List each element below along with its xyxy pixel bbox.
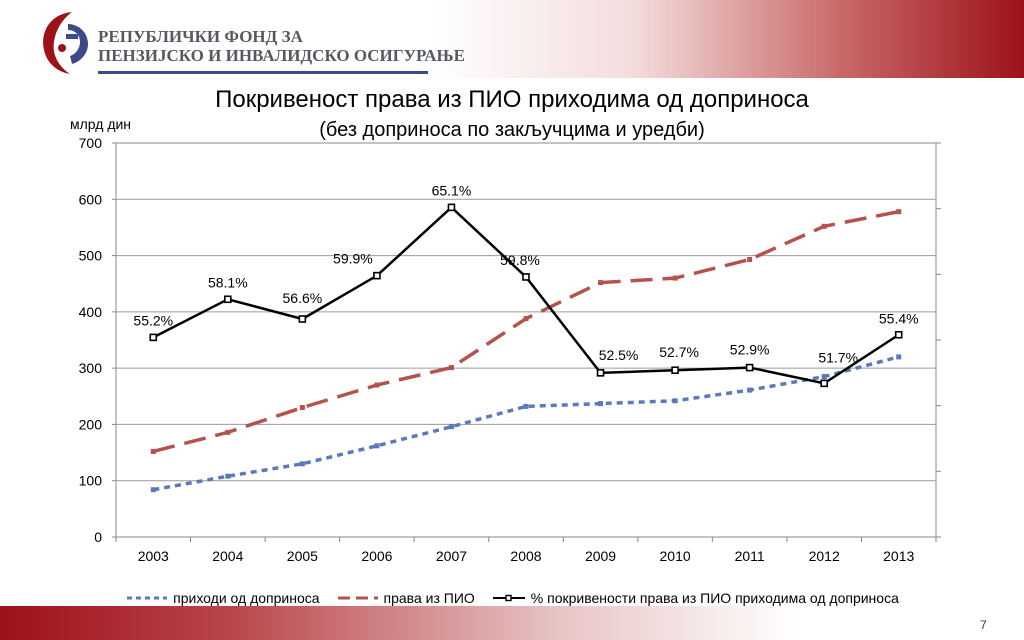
x-tick-label: 2010 xyxy=(660,548,691,564)
pio-logo xyxy=(43,12,88,74)
organization-name-line2: ПЕНЗИЈСКО И ИНВАЛИДСКО ОСИГУРАЊЕ xyxy=(98,46,465,65)
point-coverage xyxy=(894,330,903,339)
point-rights xyxy=(598,280,604,286)
data-label-coverage: 52.9% xyxy=(730,342,770,358)
legend-label-coverage: % покривености права из ПИО приходима од… xyxy=(530,590,899,606)
legend-item-coverage: % покривености права из ПИО приходима од… xyxy=(491,590,899,606)
point-contributions xyxy=(523,403,529,409)
point-coverage xyxy=(298,315,307,323)
point-coverage xyxy=(745,363,754,372)
x-tick-label: 2013 xyxy=(883,548,914,564)
y-axis-unit: млрд дин xyxy=(70,116,132,132)
y-tick-label: 600 xyxy=(79,191,103,207)
legend-swatch-rights xyxy=(337,596,378,600)
data-label-coverage: 55.4% xyxy=(879,311,919,327)
data-label-coverage: 52.5% xyxy=(599,347,639,363)
point-rights xyxy=(150,448,156,454)
point-contributions xyxy=(225,473,231,479)
x-tick-label: 2009 xyxy=(585,548,616,564)
point-rights xyxy=(672,275,678,281)
point-rights xyxy=(299,405,305,411)
x-tick-label: 2005 xyxy=(287,548,318,564)
chart-title: Покривеност права из ПИО приходима од до… xyxy=(215,86,809,113)
plot-frame xyxy=(115,142,937,538)
point-contributions xyxy=(448,424,454,430)
point-coverage xyxy=(149,333,158,342)
legend-label-contributions: приходи од доприноса xyxy=(173,590,320,606)
x-tick-label: 2011 xyxy=(735,548,765,564)
legend-swatch-contributions xyxy=(127,596,168,600)
page-number: 7 xyxy=(980,618,987,632)
y-tick-label: 200 xyxy=(79,416,103,432)
data-label-coverage: 59.9% xyxy=(333,251,373,267)
organization-name: РЕПУБЛИЧКИ ФОНД ЗА ПЕНЗИЈСКО И ИНВАЛИДСК… xyxy=(98,27,465,65)
footer-band xyxy=(0,606,1024,640)
point-contributions xyxy=(374,443,380,449)
x-tick-label: 2006 xyxy=(361,548,392,564)
data-label-coverage: 52.7% xyxy=(659,344,699,360)
point-rights xyxy=(523,316,529,322)
point-rights xyxy=(448,365,454,371)
data-label-coverage: 65.1% xyxy=(432,182,472,198)
series-line-coverage xyxy=(152,205,900,385)
x-tick-label: 2003 xyxy=(138,548,169,564)
x-tick-label: 2004 xyxy=(212,548,243,564)
point-coverage xyxy=(373,271,381,280)
point-contributions xyxy=(598,401,604,407)
point-rights xyxy=(896,209,902,215)
x-tick-label: 2012 xyxy=(809,548,840,564)
point-contributions xyxy=(299,461,305,467)
point-rights xyxy=(225,429,231,435)
x-tick-label: 2007 xyxy=(436,548,467,564)
header-band xyxy=(0,0,1024,78)
series-line-rights xyxy=(152,209,900,454)
website-link[interactable]: www.pio.rs xyxy=(868,616,931,631)
organization-name-line1: РЕПУБЛИЧКИ ФОНД ЗА xyxy=(98,27,303,46)
header-divider xyxy=(98,71,428,74)
chart-subtitle: (без доприноса по закључцима и уредби) xyxy=(319,119,705,141)
point-coverage xyxy=(224,295,232,304)
point-coverage xyxy=(671,366,679,375)
legend-label-rights: права из ПИО xyxy=(383,590,475,606)
y-tick-label: 300 xyxy=(79,360,103,376)
data-label-coverage: 59.8% xyxy=(500,252,540,268)
point-rights xyxy=(747,257,753,263)
point-contributions xyxy=(672,398,678,404)
legend-swatch-coverage xyxy=(492,594,525,602)
point-contributions xyxy=(821,374,827,380)
point-coverage xyxy=(596,369,605,377)
chart-legend: приходи од доприноса права из ПИО % покр… xyxy=(0,588,1024,608)
point-coverage xyxy=(447,203,456,212)
point-coverage xyxy=(522,273,530,281)
series-line-contributions xyxy=(152,355,900,492)
y-tick-label: 700 xyxy=(79,135,103,151)
data-label-coverage: 56.6% xyxy=(283,290,323,306)
y-tick-label: 0 xyxy=(94,529,102,545)
x-tick-label: 2008 xyxy=(510,548,541,564)
data-label-coverage: 55.2% xyxy=(133,312,173,328)
data-label-coverage: 58.1% xyxy=(208,274,248,290)
point-rights xyxy=(374,382,380,388)
y-tick-label: 500 xyxy=(79,248,103,264)
data-label-coverage: 51.7% xyxy=(818,349,858,365)
legend-item-rights: права из ПИО xyxy=(336,590,475,606)
point-rights xyxy=(821,223,827,229)
point-coverage xyxy=(820,379,828,388)
legend-item-contributions: приходи од доприноса xyxy=(125,590,320,606)
point-contributions xyxy=(747,387,753,393)
y-tick-label: 400 xyxy=(79,304,103,320)
y-tick-label: 100 xyxy=(79,473,103,489)
point-contributions xyxy=(150,487,156,493)
point-contributions xyxy=(896,354,902,360)
